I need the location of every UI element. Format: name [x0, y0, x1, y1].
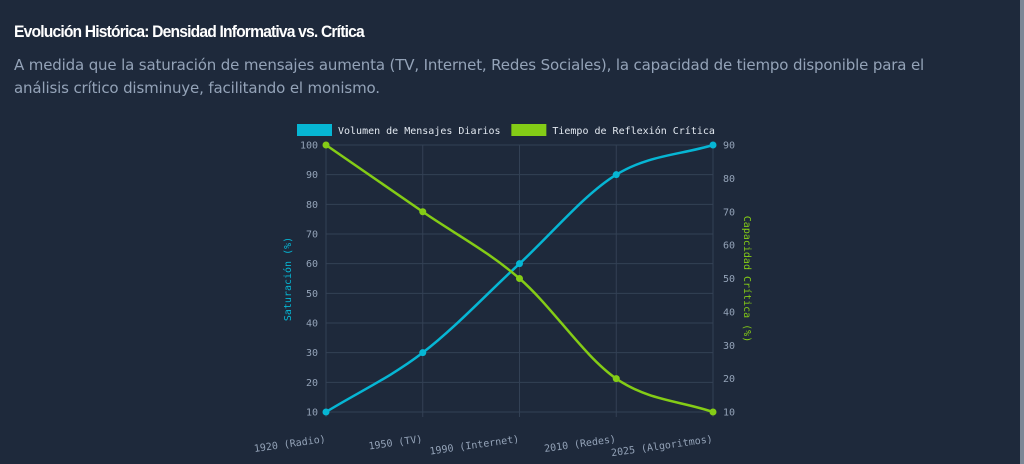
y-axis-right-title: Capacidad Crítica (%)	[741, 216, 753, 342]
page-title: Evolución Histórica: Densidad Informativ…	[14, 22, 365, 41]
chart-legend: Volumen de Mensajes Diarios Tiempo de Ref…	[297, 124, 715, 137]
y-axis-left: 10 20 30 40 50 60 70 80 90 100	[300, 141, 318, 419]
y-right-tick-label: 50	[723, 274, 735, 285]
data-point	[322, 408, 330, 416]
data-point	[419, 208, 427, 216]
data-point	[419, 349, 427, 357]
y-right-tick-label: 10	[723, 408, 735, 419]
legend-label: Volumen de Mensajes Diarios	[338, 126, 501, 137]
x-tick-label: 2025 (Algoritmos)	[611, 434, 714, 459]
y-right-tick-label: 30	[723, 341, 735, 352]
data-point	[516, 275, 523, 282]
data-point	[612, 375, 620, 383]
y-right-tick-label: 40	[723, 307, 735, 318]
y-right-tick-label: 90	[723, 141, 735, 152]
data-point	[516, 260, 523, 268]
x-tick-label: 1950 (TV)	[368, 434, 423, 452]
chart-series	[322, 141, 717, 416]
legend-swatch	[297, 124, 332, 136]
y-axis-left-title: Saturación (%)	[282, 237, 294, 321]
y-right-tick-label: 20	[723, 374, 735, 385]
y-tick-label: 60	[306, 259, 318, 270]
x-tick-label: 1920 (Radio)	[253, 434, 326, 455]
y-right-tick-label: 80	[723, 174, 735, 185]
page-description: A medida que la saturación de mensajes a…	[14, 56, 925, 97]
scrollbar-edge	[1020, 0, 1024, 464]
x-tick-label: 1990 (Internet)	[429, 434, 520, 457]
y-tick-label: 90	[306, 170, 318, 181]
y-axis-right: 10 20 30 40 50 60 70 80 90	[723, 141, 735, 419]
y-tick-label: 10	[306, 408, 318, 419]
x-axis: 1920 (Radio) 1950 (TV) 1990 (Internet) 2010…	[253, 434, 713, 459]
y-tick-label: 80	[306, 200, 318, 211]
y-tick-label: 20	[306, 378, 318, 389]
data-point	[322, 141, 330, 149]
y-tick-label: 40	[306, 319, 318, 330]
legend-swatch	[511, 124, 547, 136]
data-point	[709, 408, 717, 416]
data-point	[709, 141, 717, 149]
y-tick-label: 100	[300, 141, 318, 152]
y-right-tick-label: 60	[723, 241, 735, 252]
y-tick-label: 70	[306, 230, 318, 241]
y-tick-label: 50	[306, 289, 318, 300]
x-tick-label: 2010 (Redes)	[544, 434, 617, 455]
legend-label: Tiempo de Reflexión Crítica	[552, 125, 715, 137]
data-point	[612, 171, 620, 179]
y-right-tick-label: 70	[723, 207, 735, 218]
y-tick-label: 30	[306, 348, 318, 359]
